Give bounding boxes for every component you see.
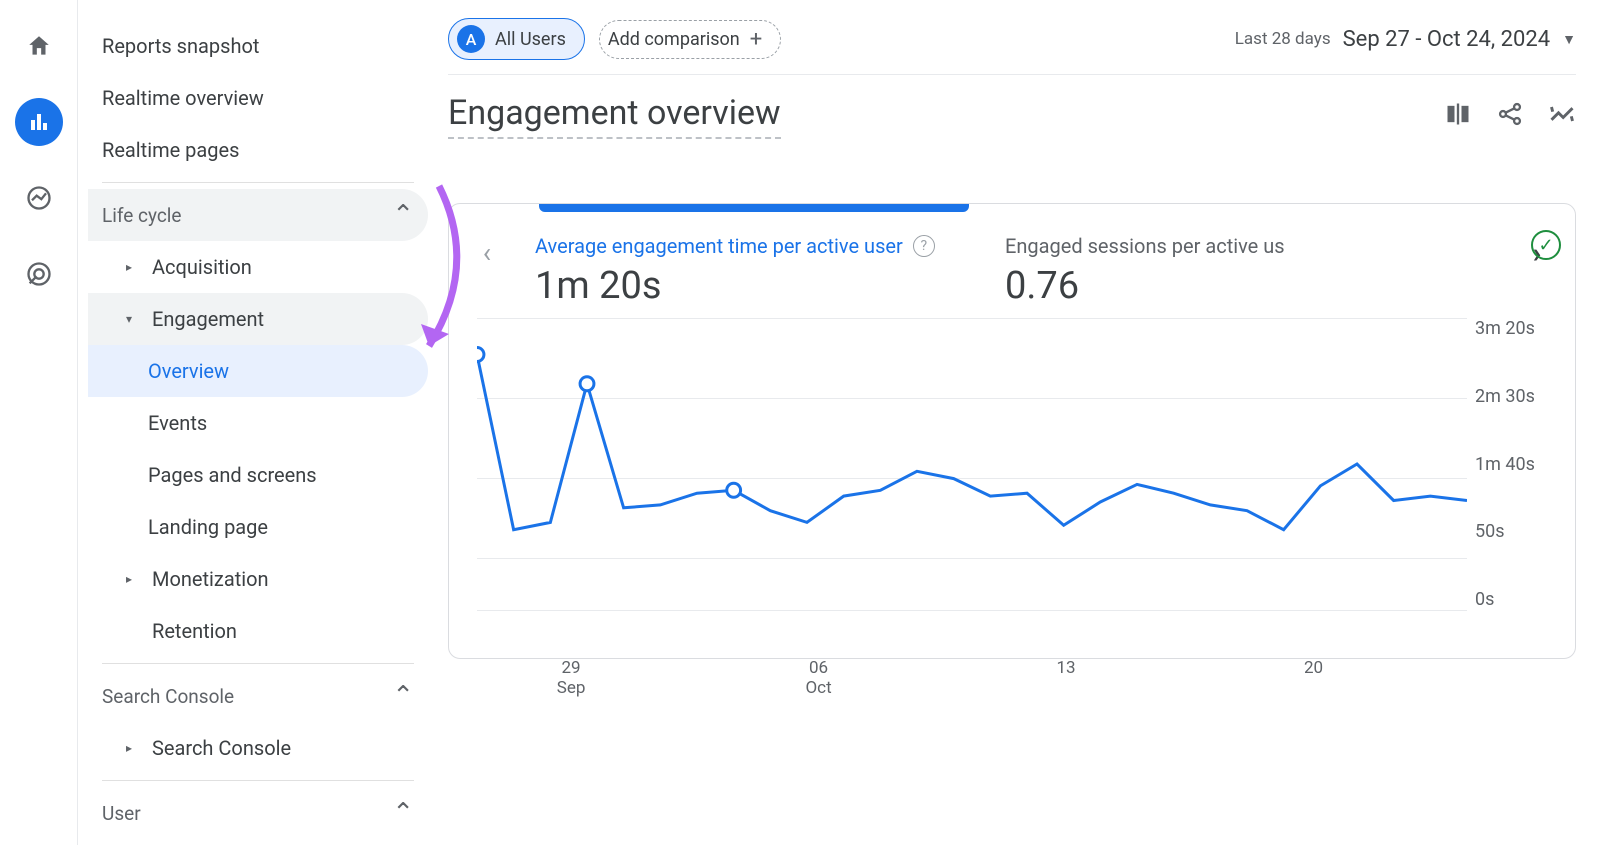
nav-label: Monetization	[152, 567, 269, 591]
range-value: Sep 27 - Oct 24, 2024	[1343, 27, 1551, 52]
nav-label: Search Console	[152, 736, 291, 760]
nav-events[interactable]: Events	[88, 397, 428, 449]
home-icon[interactable]	[15, 22, 63, 70]
collapse-icon: ▾	[126, 312, 138, 326]
chart: 3m 20s2m 30s1m 40s50s0s 29Sep06Oct1320	[469, 318, 1555, 638]
compare-icon[interactable]	[1444, 100, 1472, 132]
dropdown-icon: ▼	[1562, 31, 1576, 48]
range-prefix: Last 28 days	[1235, 29, 1331, 49]
nav-label: Retention	[152, 619, 237, 643]
metrics-row: ‹ Average engagement time per active use…	[469, 204, 1555, 318]
nav-acquisition[interactable]: ▸ Acquisition	[88, 241, 428, 293]
nav-label: Pages and screens	[148, 463, 317, 487]
nav-realtime-pages[interactable]: Realtime pages	[88, 124, 428, 176]
metric-value: 1m 20s	[535, 264, 975, 308]
section-user[interactable]: User ⌃	[88, 787, 428, 839]
reports-icon[interactable]	[15, 98, 63, 146]
chevron-up-icon: ⌃	[392, 200, 414, 230]
nav-reports-snapshot[interactable]: Reports snapshot	[88, 20, 428, 72]
nav-engagement-overview[interactable]: Overview	[88, 345, 428, 397]
nav-pages-screens[interactable]: Pages and screens	[88, 449, 428, 501]
add-comparison-label: Add comparison	[608, 29, 740, 50]
sidebar: Reports snapshot Realtime overview Realt…	[78, 0, 438, 845]
segment-badge: A	[457, 25, 485, 53]
icon-rail	[0, 0, 78, 845]
metrics-card: ‹ Average engagement time per active use…	[448, 203, 1576, 659]
chevron-up-icon: ⌃	[392, 681, 414, 711]
advertising-icon[interactable]	[15, 250, 63, 298]
metric-avg-engagement-time[interactable]: Average engagement time per active user …	[535, 234, 975, 308]
segment-all-users[interactable]: A All Users	[448, 18, 585, 60]
expand-icon: ▸	[126, 260, 138, 274]
nav-label: Landing page	[148, 515, 268, 539]
expand-icon: ▸	[126, 741, 138, 755]
nav-label: Overview	[148, 359, 229, 383]
section-search-console[interactable]: Search Console ⌃	[88, 670, 428, 722]
metric-value: 0.76	[1005, 264, 1305, 308]
nav-label: Events	[148, 411, 207, 435]
metric-engaged-sessions[interactable]: Engaged sessions per active user 0.76	[1005, 234, 1305, 308]
section-label: Search Console	[102, 685, 234, 708]
plus-icon: +	[750, 27, 762, 52]
metric-label: Average engagement time per active user	[535, 234, 903, 258]
page-title: Engagement overview	[448, 93, 781, 139]
metric-label: Engaged sessions per active user	[1005, 234, 1285, 258]
verified-icon: ✓	[1531, 230, 1561, 260]
nav-label: Reports snapshot	[102, 34, 259, 58]
nav-landing-page[interactable]: Landing page	[88, 501, 428, 553]
explore-icon[interactable]	[15, 174, 63, 222]
share-icon[interactable]	[1496, 100, 1524, 132]
divider	[102, 780, 414, 781]
date-range[interactable]: Last 28 days Sep 27 - Oct 24, 2024 ▼	[1235, 27, 1576, 52]
nav-retention[interactable]: Retention	[88, 605, 428, 657]
expand-icon: ▸	[126, 572, 138, 586]
prev-metric-button[interactable]: ‹	[469, 234, 505, 270]
nav-search-console[interactable]: ▸ Search Console	[88, 722, 428, 774]
nav-monetization[interactable]: ▸ Monetization	[88, 553, 428, 605]
nav-realtime-overview[interactable]: Realtime overview	[88, 72, 428, 124]
segment-label: All Users	[495, 29, 566, 50]
nav-engagement[interactable]: ▾ Engagement	[88, 293, 428, 345]
divider	[102, 182, 414, 183]
title-actions	[1444, 100, 1576, 132]
section-label: Life cycle	[102, 204, 181, 227]
insights-icon[interactable]	[1548, 100, 1576, 132]
main: A All Users Add comparison + Last 28 day…	[438, 0, 1600, 845]
section-label: User	[102, 802, 141, 825]
section-life-cycle[interactable]: Life cycle ⌃	[88, 189, 428, 241]
title-row: Engagement overview	[448, 75, 1576, 147]
y-axis: 3m 20s2m 30s1m 40s50s0s	[1475, 318, 1555, 610]
nav-label: Realtime overview	[102, 86, 264, 110]
divider	[102, 663, 414, 664]
nav-label: Engagement	[152, 307, 264, 331]
topbar: A All Users Add comparison + Last 28 day…	[448, 18, 1576, 75]
nav-label: Realtime pages	[102, 138, 239, 162]
add-comparison-button[interactable]: Add comparison +	[599, 20, 781, 59]
nav-label: Acquisition	[152, 255, 252, 279]
help-icon[interactable]: ?	[913, 235, 935, 257]
chevron-up-icon: ⌃	[392, 798, 414, 828]
